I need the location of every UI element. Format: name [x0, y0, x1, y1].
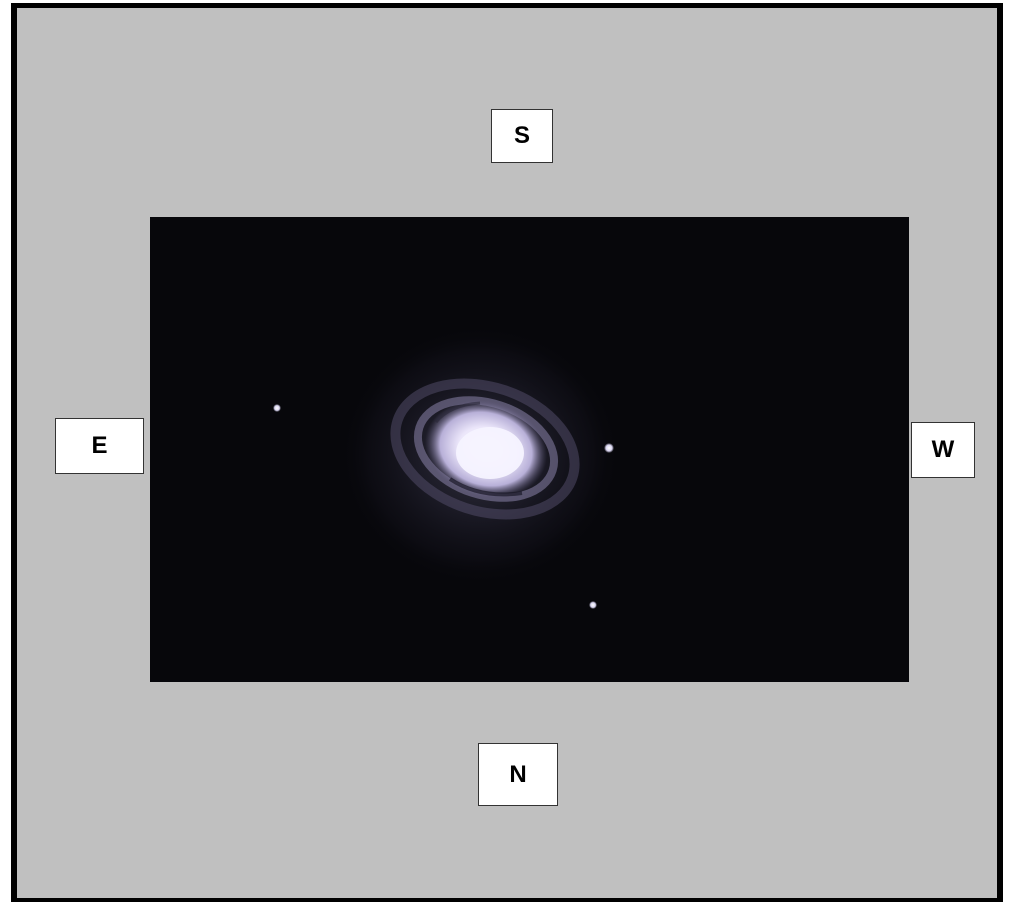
direction-label-west-text: W	[931, 436, 955, 463]
galaxy-photo-svg	[273, 325, 620, 609]
galaxy-core-bright	[456, 427, 524, 479]
galaxy-photo	[150, 217, 909, 682]
galaxy-dust-lane	[434, 401, 481, 423]
star	[589, 601, 597, 609]
direction-label-west: W	[911, 422, 975, 478]
direction-label-east-text: E	[91, 432, 108, 459]
direction-label-south: S	[491, 109, 553, 163]
direction-label-south-text: S	[513, 122, 530, 149]
direction-label-north: N	[478, 743, 558, 806]
star	[604, 443, 614, 453]
galaxy-dust-lane	[448, 477, 523, 497]
direction-label-east: E	[55, 418, 144, 474]
direction-label-north-text: N	[509, 760, 527, 788]
galaxy-arm-ring	[390, 378, 580, 520]
star	[273, 404, 281, 412]
